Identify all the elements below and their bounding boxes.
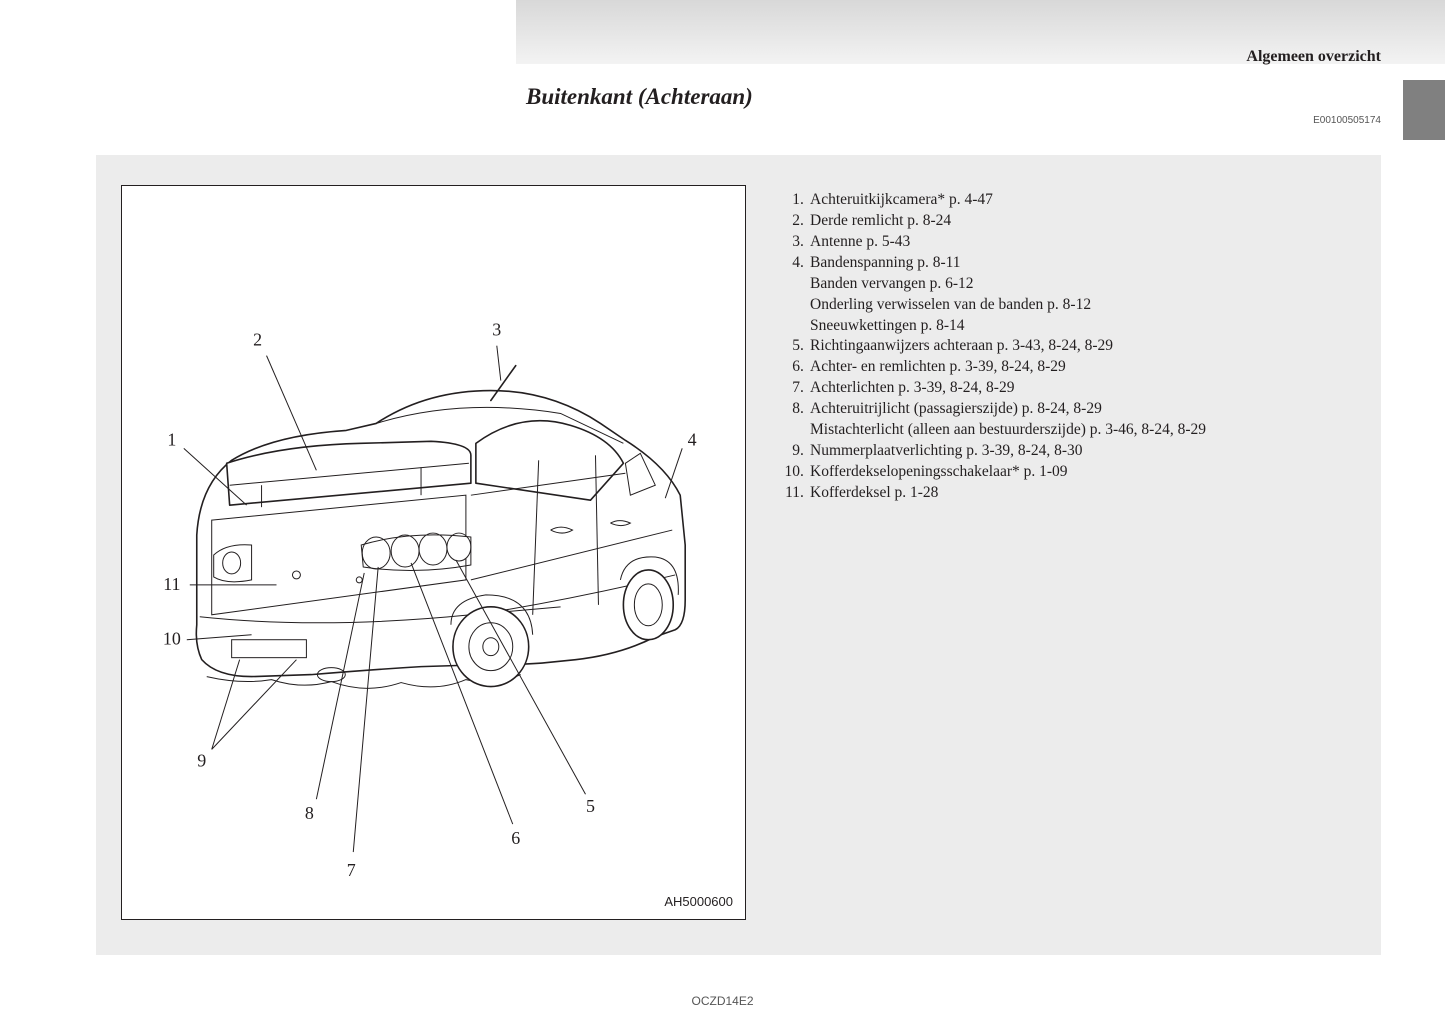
item-number: 2 [776, 211, 800, 232]
page-title: Buitenkant (Achteraan) [526, 84, 753, 110]
item-text: Achterlichten p. 3-39, 8-24, 8-29 [810, 378, 1361, 399]
item-number: 6 [776, 357, 800, 378]
callout-4: 4 [688, 429, 697, 449]
item-text: Mistachterlicht (alleen aan bestuurdersz… [776, 420, 1361, 441]
item-text: Antenne p. 5-43 [810, 232, 1361, 253]
item-number: 11 [776, 483, 800, 504]
item-dot: . [800, 462, 810, 483]
callout-3: 3 [492, 320, 501, 340]
item-row: 5. Richtingaanwijzers achteraan p. 3-43,… [776, 336, 1361, 357]
item-row: 9. Nummerplaatverlichting p. 3-39, 8-24,… [776, 441, 1361, 462]
section-label: Algemeen overzicht [1246, 48, 1381, 66]
callout-7: 7 [347, 860, 356, 880]
item-text: Richtingaanwijzers achteraan p. 3-43, 8-… [810, 336, 1361, 357]
item-number: 8 [776, 399, 800, 420]
item-row: 2. Derde remlicht p. 8-24 [776, 211, 1361, 232]
callout-11: 11 [163, 574, 180, 594]
item-number: 3 [776, 232, 800, 253]
item-number: 10 [776, 462, 800, 483]
item-dot: . [800, 336, 810, 357]
item-row: Sneeuwkettingen p. 8-14 [776, 316, 1361, 337]
item-dot: . [800, 399, 810, 420]
item-row: 8. Achteruitrijlicht (passagierszijde) p… [776, 399, 1361, 420]
item-row: 3. Antenne p. 5-43 [776, 232, 1361, 253]
item-row: 7. Achterlichten p. 3-39, 8-24, 8-29 [776, 378, 1361, 399]
item-number: 7 [776, 378, 800, 399]
callout-1: 1 [167, 429, 176, 449]
callout-9: 9 [197, 750, 206, 770]
item-text: Achteruitrijlicht (passagierszijde) p. 8… [810, 399, 1361, 420]
item-dot: . [800, 357, 810, 378]
figure-code: AH5000600 [664, 894, 733, 909]
item-row: Onderling verwisselen van de banden p. 8… [776, 295, 1361, 316]
item-text: Kofferdekselopeningsschakelaar* p. 1-09 [810, 462, 1361, 483]
item-text: Banden vervangen p. 6-12 [776, 274, 1361, 295]
item-text: Achter- en remlichten p. 3-39, 8-24, 8-2… [810, 357, 1361, 378]
car-diagram: 1 2 3 4 5 6 7 8 9 10 11 [122, 186, 745, 919]
item-text: Derde remlicht p. 8-24 [810, 211, 1361, 232]
item-row: 11. Kofferdeksel p. 1-28 [776, 483, 1361, 504]
side-tab [1403, 80, 1445, 140]
item-text: Onderling verwisselen van de banden p. 8… [776, 295, 1361, 316]
item-dot: . [800, 483, 810, 504]
item-text: Nummerplaatverlichting p. 3-39, 8-24, 8-… [810, 441, 1361, 462]
figure-frame: 1 2 3 4 5 6 7 8 9 10 11 AH5000600 [121, 185, 746, 920]
item-text: Sneeuwkettingen p. 8-14 [776, 316, 1361, 337]
item-text: Achteruitkijkcamera* p. 4-47 [810, 190, 1361, 211]
item-row: Banden vervangen p. 6-12 [776, 274, 1361, 295]
footer-code: OCZD14E2 [0, 994, 1445, 1008]
item-row: 4. Bandenspanning p. 8-11 [776, 253, 1361, 274]
item-number: 9 [776, 441, 800, 462]
item-dot: . [800, 253, 810, 274]
item-row: 6. Achter- en remlichten p. 3-39, 8-24, … [776, 357, 1361, 378]
callout-10: 10 [163, 629, 181, 649]
item-row: 10. Kofferdekselopeningsschakelaar* p. 1… [776, 462, 1361, 483]
item-text: Kofferdeksel p. 1-28 [810, 483, 1361, 504]
item-dot: . [800, 232, 810, 253]
item-row: 1. Achteruitkijkcamera* p. 4-47 [776, 190, 1361, 211]
callout-6: 6 [511, 828, 520, 848]
item-number: 1 [776, 190, 800, 211]
item-dot: . [800, 441, 810, 462]
item-number: 5 [776, 336, 800, 357]
item-list: 1. Achteruitkijkcamera* p. 4-472. Derde … [776, 190, 1361, 504]
item-number: 4 [776, 253, 800, 274]
callout-5: 5 [586, 796, 595, 816]
item-row: Mistachterlicht (alleen aan bestuurdersz… [776, 420, 1361, 441]
item-dot: . [800, 211, 810, 232]
item-dot: . [800, 190, 810, 211]
callout-8: 8 [305, 803, 314, 823]
callout-2: 2 [253, 330, 262, 350]
item-text: Bandenspanning p. 8-11 [810, 253, 1361, 274]
doc-id: E00100505174 [1313, 115, 1381, 126]
item-dot: . [800, 378, 810, 399]
content-panel: 1 2 3 4 5 6 7 8 9 10 11 AH5000600 1. Ach… [96, 155, 1381, 955]
